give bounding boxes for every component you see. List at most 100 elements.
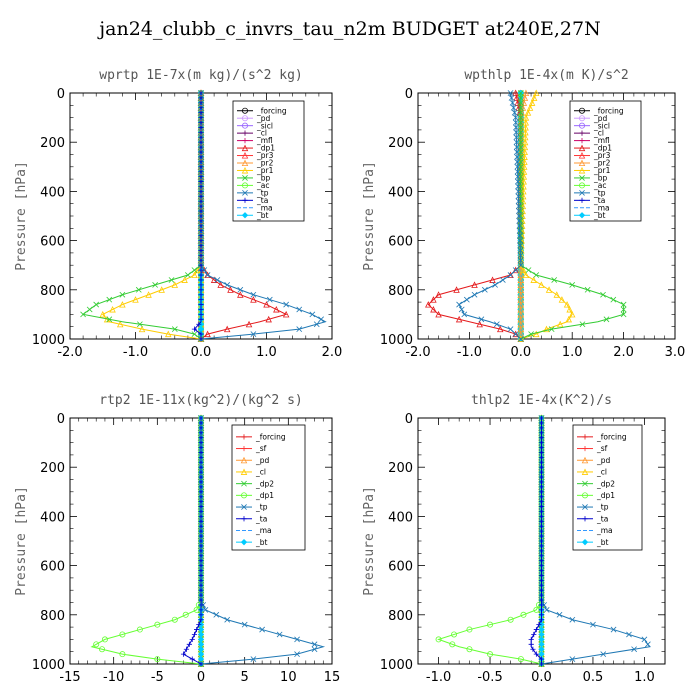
data-point (435, 291, 442, 298)
legend-label: _pr1 (256, 166, 274, 175)
data-point (516, 232, 523, 239)
y-tick-label: 400 (388, 185, 413, 200)
data-point (545, 286, 553, 293)
data-point (528, 641, 534, 647)
x-tick-label: 0.0 (531, 670, 552, 685)
data-point (198, 272, 204, 278)
data-point (517, 335, 525, 342)
data-point (198, 159, 204, 165)
data-point (517, 247, 524, 254)
data-point (461, 311, 468, 318)
legend-marker (242, 138, 248, 144)
data-point (196, 321, 202, 327)
series-bp (80, 90, 204, 342)
data-point (250, 656, 257, 662)
data-point (136, 626, 143, 633)
data-point (223, 325, 231, 333)
data-point (204, 271, 211, 279)
data-point (198, 193, 204, 199)
data-point (517, 104, 524, 111)
data-point (463, 296, 470, 303)
legend-label: _dp1 (593, 144, 612, 153)
x-tick-label: -1.0 (426, 670, 451, 685)
data-point (191, 271, 198, 279)
data-point (538, 494, 545, 500)
legend-label: _pd (256, 114, 271, 123)
y-tick-label: 200 (388, 461, 413, 476)
legend-label: _cl (593, 129, 604, 138)
data-point (198, 208, 204, 214)
data-point (283, 301, 290, 308)
legend-marker (579, 175, 585, 181)
data-point (511, 109, 518, 116)
legend-label: _tp (593, 188, 606, 197)
data-point (563, 301, 571, 308)
series-dp1 (90, 414, 204, 668)
legend-label: _pd (596, 456, 611, 465)
x-tick-label: 2.0 (613, 345, 634, 360)
legend-marker (241, 159, 249, 166)
legend-marker (579, 189, 585, 196)
data-point (430, 296, 437, 303)
x-tick-label: -2.0 (57, 345, 82, 360)
data-point (296, 306, 303, 313)
data-point (538, 489, 545, 495)
data-point (198, 533, 204, 539)
data-point (514, 99, 521, 106)
data-point (551, 277, 558, 283)
data-point (568, 310, 576, 318)
plot-title: thlp2 1E-4x(K^2)/s (471, 393, 612, 408)
data-point (620, 306, 627, 313)
data-point (425, 301, 432, 308)
series-dp1 (435, 414, 545, 668)
data-point (538, 440, 545, 446)
data-point (224, 281, 231, 288)
legend-label: _bt (255, 538, 268, 547)
data-point (198, 567, 204, 574)
data-point (514, 163, 521, 170)
legend-label: _forcing (593, 106, 624, 115)
plot-4: thlp2 1E-4x(K^2)/s 0 200 400 600 800 1000 -1.0 -… (362, 393, 666, 685)
data-point (516, 222, 523, 229)
legend-marker (579, 138, 585, 144)
y-tick-label: 0 (57, 87, 65, 102)
x-tick-label: 1.0 (634, 670, 655, 685)
legend-marker (242, 175, 248, 181)
series-line (101, 93, 202, 340)
data-point (294, 651, 300, 658)
legend-marker (241, 166, 249, 174)
data-point (198, 415, 204, 421)
data-point (186, 641, 192, 647)
data-point (191, 267, 198, 274)
data-point (508, 95, 515, 101)
data-point (198, 164, 204, 170)
data-point (224, 616, 231, 623)
data-point (512, 267, 519, 274)
data-point (538, 430, 545, 436)
legend-box (572, 424, 643, 551)
data-point (538, 459, 545, 465)
legend-marker (579, 182, 586, 189)
legend-marker (241, 182, 248, 189)
data-point (198, 282, 204, 288)
data-point (492, 281, 498, 288)
data-point (514, 173, 521, 180)
data-point (538, 454, 545, 460)
data-point (641, 636, 648, 643)
legend-marker (579, 197, 585, 203)
data-point (182, 611, 189, 618)
y-tick-label: 1000 (380, 333, 413, 348)
data-point (198, 139, 204, 145)
legend-marker (241, 504, 247, 510)
data-point (538, 558, 545, 564)
plot-1: wprtp 1E-7x(m kg)/(s^2 kg) 0 200 400 600 800 1… (14, 68, 342, 360)
data-point (106, 316, 113, 323)
plot-2: wpthlp 1E-4x(m K)/s^2 0 200 400 600 800 1000-2… (362, 68, 685, 360)
data-point (538, 513, 545, 519)
data-point (198, 528, 204, 534)
legend-label: _ta (593, 196, 605, 205)
x-tick-label: 1.0 (256, 345, 277, 360)
x-tick-label: -1.0 (123, 345, 148, 360)
data-point (93, 301, 100, 308)
data-point (517, 257, 524, 264)
